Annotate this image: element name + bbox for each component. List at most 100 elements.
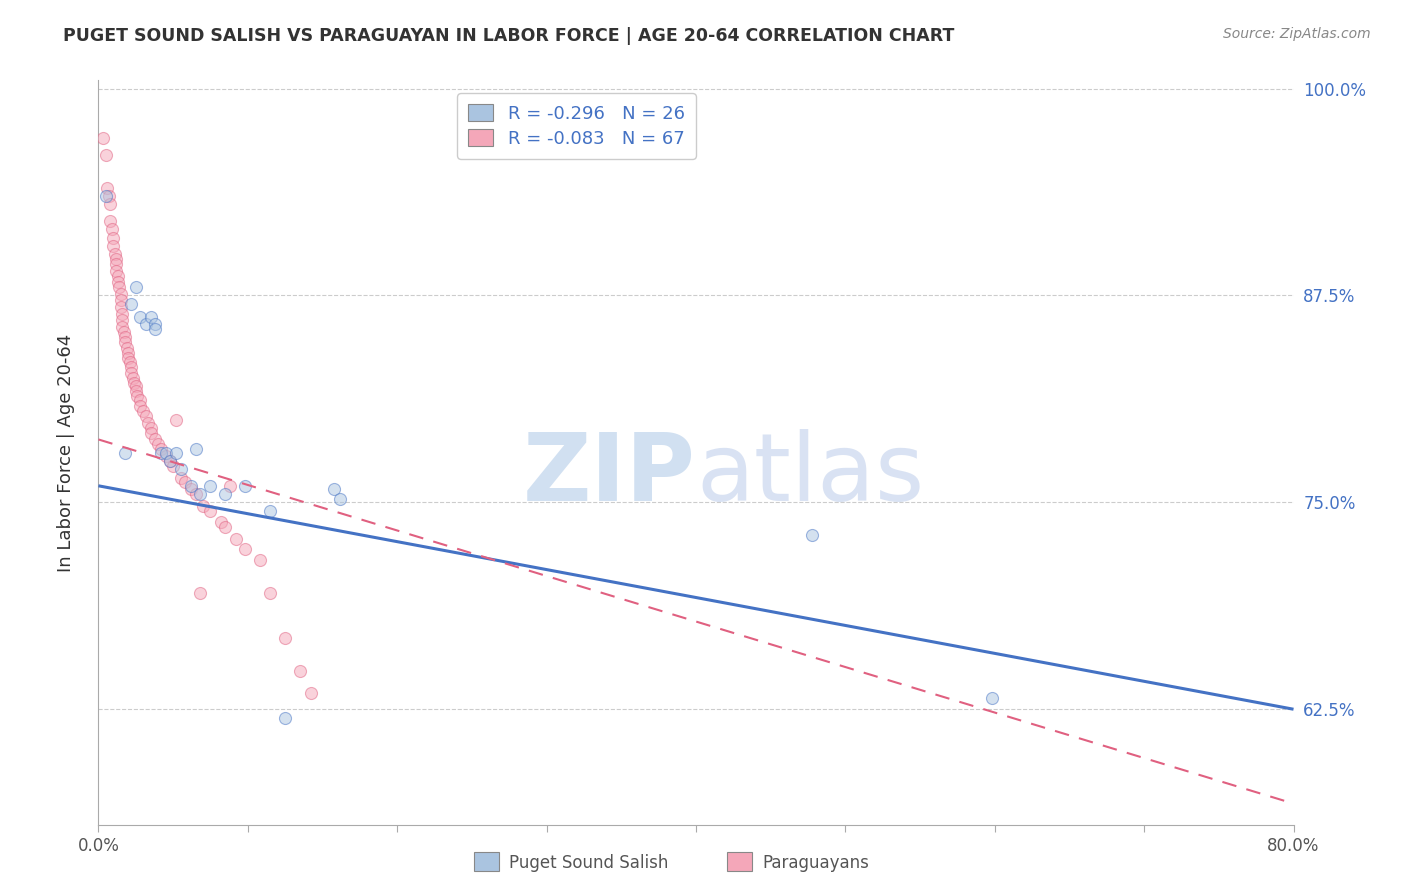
Point bbox=[105, 257, 128, 271]
Point bbox=[155, 445, 177, 460]
Point bbox=[214, 520, 236, 534]
Point bbox=[184, 442, 207, 457]
Point bbox=[91, 131, 114, 145]
Point bbox=[143, 317, 166, 331]
Point bbox=[155, 449, 177, 463]
Point bbox=[96, 181, 118, 195]
Point bbox=[329, 491, 352, 506]
Point bbox=[180, 479, 202, 493]
Point bbox=[101, 222, 124, 236]
Point bbox=[159, 454, 181, 468]
Point bbox=[114, 445, 136, 460]
Point bbox=[188, 586, 211, 600]
Point bbox=[125, 280, 148, 294]
Point bbox=[139, 425, 162, 440]
Point bbox=[124, 376, 146, 391]
Point bbox=[233, 541, 256, 556]
Point bbox=[165, 412, 187, 426]
Point bbox=[169, 470, 191, 484]
Point bbox=[103, 230, 125, 244]
Point bbox=[259, 503, 281, 517]
Text: Puget Sound Salish: Puget Sound Salish bbox=[509, 855, 668, 872]
Point bbox=[114, 330, 136, 344]
Point bbox=[139, 421, 162, 435]
Point bbox=[150, 442, 173, 457]
Point bbox=[104, 247, 127, 261]
Point bbox=[125, 379, 148, 393]
Point bbox=[259, 586, 281, 600]
Point bbox=[135, 409, 157, 424]
Point bbox=[323, 482, 346, 496]
Point bbox=[127, 389, 149, 403]
Text: Source: ZipAtlas.com: Source: ZipAtlas.com bbox=[1223, 27, 1371, 41]
Y-axis label: In Labor Force | Age 20-64: In Labor Force | Age 20-64 bbox=[56, 334, 75, 572]
Point bbox=[115, 342, 138, 356]
Point bbox=[111, 319, 134, 334]
Point bbox=[121, 371, 143, 385]
Point bbox=[980, 690, 1002, 705]
Point bbox=[114, 334, 136, 349]
Point bbox=[120, 296, 142, 310]
Point bbox=[98, 197, 122, 211]
Point bbox=[103, 239, 125, 253]
Point bbox=[169, 462, 191, 476]
Point bbox=[125, 384, 148, 399]
Point bbox=[299, 686, 322, 700]
Point bbox=[200, 503, 222, 517]
Point bbox=[129, 392, 152, 407]
Point bbox=[188, 487, 211, 501]
Point bbox=[200, 479, 222, 493]
Text: ZIP: ZIP bbox=[523, 429, 696, 521]
Point bbox=[274, 631, 297, 645]
Point bbox=[165, 445, 187, 460]
Point bbox=[219, 479, 242, 493]
Point bbox=[120, 359, 142, 374]
Point bbox=[111, 313, 134, 327]
Point bbox=[249, 553, 271, 567]
Point bbox=[110, 293, 132, 308]
Text: atlas: atlas bbox=[696, 429, 924, 521]
Point bbox=[129, 310, 152, 324]
Text: PUGET SOUND SALISH VS PARAGUAYAN IN LABOR FORCE | AGE 20-64 CORRELATION CHART: PUGET SOUND SALISH VS PARAGUAYAN IN LABO… bbox=[63, 27, 955, 45]
Point bbox=[105, 263, 128, 277]
Point bbox=[132, 404, 155, 418]
Text: Paraguayans: Paraguayans bbox=[762, 855, 869, 872]
Point bbox=[117, 351, 139, 366]
Point bbox=[111, 307, 134, 321]
Point bbox=[108, 280, 131, 294]
Point bbox=[143, 321, 166, 335]
Point bbox=[135, 317, 157, 331]
Point bbox=[148, 437, 170, 451]
Point bbox=[274, 710, 297, 724]
Point bbox=[118, 354, 141, 368]
Point bbox=[97, 189, 120, 203]
Point bbox=[233, 479, 256, 493]
Point bbox=[117, 346, 139, 360]
Point bbox=[98, 214, 122, 228]
Point bbox=[150, 445, 173, 460]
Point bbox=[129, 400, 152, 414]
Point bbox=[94, 189, 117, 203]
Point bbox=[120, 366, 142, 380]
Point bbox=[180, 482, 202, 496]
Point bbox=[159, 454, 181, 468]
Point bbox=[143, 433, 166, 447]
Point bbox=[107, 275, 129, 289]
Point bbox=[105, 252, 128, 266]
Point bbox=[107, 268, 129, 283]
Point bbox=[174, 475, 197, 490]
Point bbox=[214, 487, 236, 501]
Point bbox=[209, 515, 232, 529]
Point bbox=[139, 310, 162, 324]
Point bbox=[184, 487, 207, 501]
Point bbox=[191, 499, 214, 513]
Point bbox=[162, 458, 184, 473]
Point bbox=[225, 532, 247, 546]
Point bbox=[801, 528, 824, 542]
Point bbox=[94, 147, 117, 161]
Point bbox=[288, 664, 311, 678]
Point bbox=[112, 325, 135, 339]
Point bbox=[110, 286, 132, 301]
Point bbox=[110, 300, 132, 314]
Legend: R = -0.296   N = 26, R = -0.083   N = 67: R = -0.296 N = 26, R = -0.083 N = 67 bbox=[457, 93, 696, 159]
